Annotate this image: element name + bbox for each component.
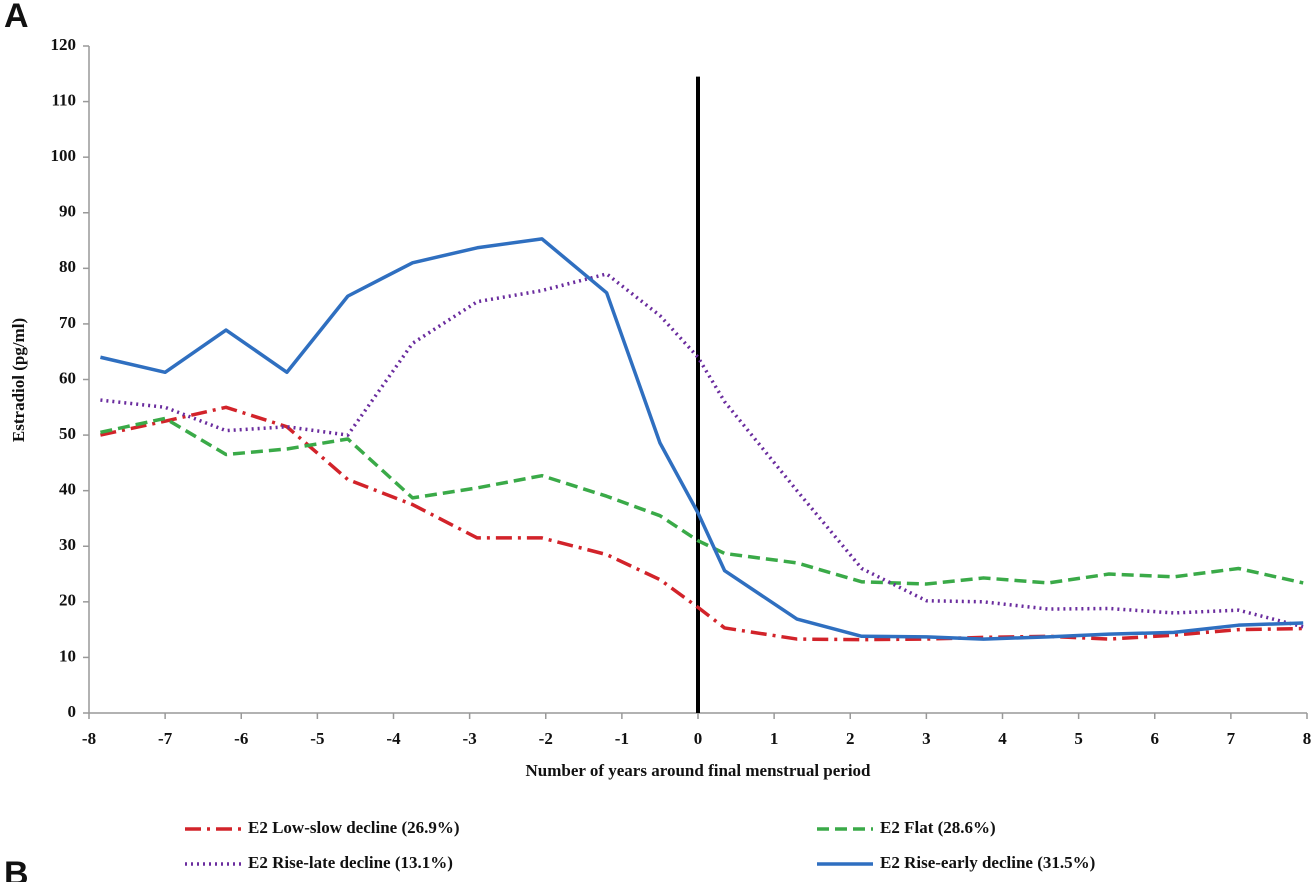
- x-tick-label: 1: [770, 729, 779, 748]
- panel-label: A: [4, 0, 29, 35]
- x-tick-label: -8: [82, 729, 96, 748]
- y-tick-label: 90: [59, 202, 76, 221]
- x-tick-label: -6: [234, 729, 248, 748]
- legend-label: E2 Low-slow decline (26.9%): [248, 818, 460, 837]
- x-tick-label: 5: [1074, 729, 1083, 748]
- y-tick-label: 70: [59, 313, 76, 332]
- x-tick-label: 7: [1227, 729, 1236, 748]
- x-tick-label: 4: [998, 729, 1007, 748]
- y-tick-label: 10: [59, 646, 76, 665]
- x-tick-label: -3: [463, 729, 477, 748]
- y-tick-label: 60: [59, 368, 76, 387]
- x-tick-label: 6: [1151, 729, 1160, 748]
- y-axis-title: Estradiol (pg/ml): [9, 318, 28, 442]
- y-tick-label: 40: [59, 480, 76, 499]
- x-tick-label: -1: [615, 729, 629, 748]
- y-tick-label: 20: [59, 591, 76, 610]
- x-tick-label: -5: [310, 729, 324, 748]
- y-tick-label: 80: [59, 257, 76, 276]
- y-tick-label: 110: [51, 90, 76, 109]
- y-tick-label: 120: [51, 35, 77, 54]
- x-tick-label: 8: [1303, 729, 1312, 748]
- series-line: [100, 272, 1304, 629]
- series-line: [100, 237, 1304, 641]
- x-tick-label: -2: [539, 729, 553, 748]
- panel-label: B: [4, 855, 29, 882]
- x-tick-label: 0: [694, 729, 703, 748]
- legend-label: E2 Rise-late decline (13.1%): [248, 853, 453, 872]
- y-tick-label: 100: [51, 146, 77, 165]
- x-tick-label: 2: [846, 729, 855, 748]
- y-tick-label: 30: [59, 535, 76, 554]
- legend-label: E2 Rise-early decline (31.5%): [880, 853, 1095, 872]
- series-line: [100, 416, 1304, 586]
- y-tick-label: 0: [68, 702, 77, 721]
- y-tick-label: 50: [59, 424, 76, 443]
- x-tick-label: 3: [922, 729, 931, 748]
- x-tick-label: -4: [386, 729, 401, 748]
- x-tick-label: -7: [158, 729, 173, 748]
- legend-label: E2 Flat (28.6%): [880, 818, 996, 837]
- x-axis-title: Number of years around final menstrual p…: [525, 761, 871, 780]
